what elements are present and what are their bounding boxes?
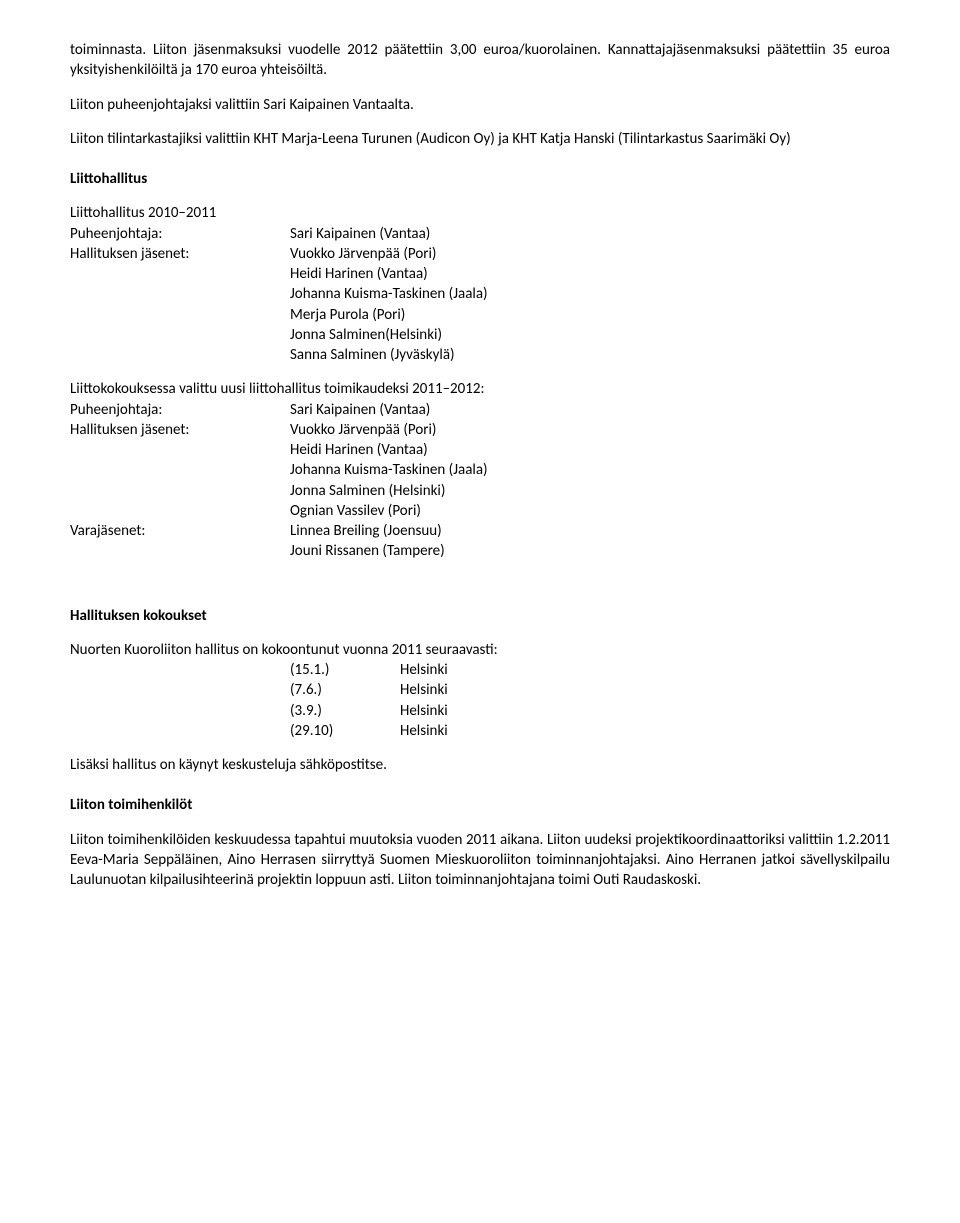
meeting-date: (7.6.)	[290, 680, 400, 700]
board2-deputies-list: Linnea Breiling (Joensuu) Jouni Rissanen…	[290, 521, 890, 562]
list-item: Jouni Rissanen (Tampere)	[290, 541, 890, 561]
list-item: Jonna Salminen(Helsinki)	[290, 325, 890, 345]
list-item: Sanna Salminen (Jyväskylä)	[290, 345, 890, 365]
subheading-2010-2011: Liittohallitus 2010–2011	[70, 203, 890, 223]
meeting-date: (3.9.)	[290, 701, 400, 721]
board2-deputies-label: Varajäsenet:	[70, 521, 290, 562]
board1-members-label: Hallituksen jäsenet:	[70, 244, 290, 366]
meetings-intro: Nuorten Kuoroliiton hallitus on kokoontu…	[70, 640, 890, 660]
board2-chair-row: Puheenjohtaja: Sari Kaipainen (Vantaa)	[70, 400, 890, 420]
list-item: Linnea Breiling (Joensuu)	[290, 521, 890, 541]
board2-members-row: Hallituksen jäsenet: Vuokko Järvenpää (P…	[70, 420, 890, 521]
meeting-date: (15.1.)	[290, 660, 400, 680]
list-item: Johanna Kuisma-Taskinen (Jaala)	[290, 460, 890, 480]
board1-chair-value: Sari Kaipainen (Vantaa)	[290, 224, 890, 244]
meeting-date: (29.10)	[290, 721, 400, 741]
board2-members-label: Hallituksen jäsenet:	[70, 420, 290, 521]
list-item: Heidi Harinen (Vantaa)	[290, 440, 890, 460]
list-item: Vuokko Järvenpää (Pori)	[290, 420, 890, 440]
list-item: Ognian Vassilev (Pori)	[290, 501, 890, 521]
board1-members-row: Hallituksen jäsenet: Vuokko Järvenpää (P…	[70, 244, 890, 366]
list-item: Jonna Salminen (Helsinki)	[290, 481, 890, 501]
meeting-city: Helsinki	[400, 680, 890, 700]
board2-deputies-row: Varajäsenet: Linnea Breiling (Joensuu) J…	[70, 521, 890, 562]
meeting-city: Helsinki	[400, 660, 890, 680]
meeting-row: (29.10) Helsinki	[70, 721, 890, 741]
board1-chair-label: Puheenjohtaja:	[70, 224, 290, 244]
intro-paragraph-2: Liiton puheenjohtajaksi valittiin Sari K…	[70, 95, 890, 115]
list-item: Merja Purola (Pori)	[290, 305, 890, 325]
board1-chair-row: Puheenjohtaja: Sari Kaipainen (Vantaa)	[70, 224, 890, 244]
heading-liittohallitus: Liittohallitus	[70, 169, 890, 189]
list-item: Johanna Kuisma-Taskinen (Jaala)	[290, 284, 890, 304]
meetings-note: Lisäksi hallitus on käynyt keskusteluja …	[70, 755, 890, 775]
intro-paragraph-1: toiminnasta. Liiton jäsenmaksuksi vuodel…	[70, 40, 890, 81]
meeting-row: (15.1.) Helsinki	[70, 660, 890, 680]
heading-hallituksen-kokoukset: Hallituksen kokoukset	[70, 606, 890, 626]
meeting-city: Helsinki	[400, 701, 890, 721]
board2-chair-value: Sari Kaipainen (Vantaa)	[290, 400, 890, 420]
subheading-2011-2012: Liittokokouksessa valittu uusi liittohal…	[70, 379, 890, 399]
heading-liiton-toimihenkilot: Liiton toimihenkilöt	[70, 795, 890, 815]
meeting-row: (7.6.) Helsinki	[70, 680, 890, 700]
list-item: Vuokko Järvenpää (Pori)	[290, 244, 890, 264]
meeting-row: (3.9.) Helsinki	[70, 701, 890, 721]
board2-members-list: Vuokko Järvenpää (Pori) Heidi Harinen (V…	[290, 420, 890, 521]
board2-chair-label: Puheenjohtaja:	[70, 400, 290, 420]
intro-paragraph-3: Liiton tilintarkastajiksi valittiin KHT …	[70, 129, 890, 149]
board1-members-list: Vuokko Järvenpää (Pori) Heidi Harinen (V…	[290, 244, 890, 366]
list-item: Heidi Harinen (Vantaa)	[290, 264, 890, 284]
staff-paragraph: Liiton toimihenkilöiden keskuudessa tapa…	[70, 830, 890, 891]
meeting-city: Helsinki	[400, 721, 890, 741]
